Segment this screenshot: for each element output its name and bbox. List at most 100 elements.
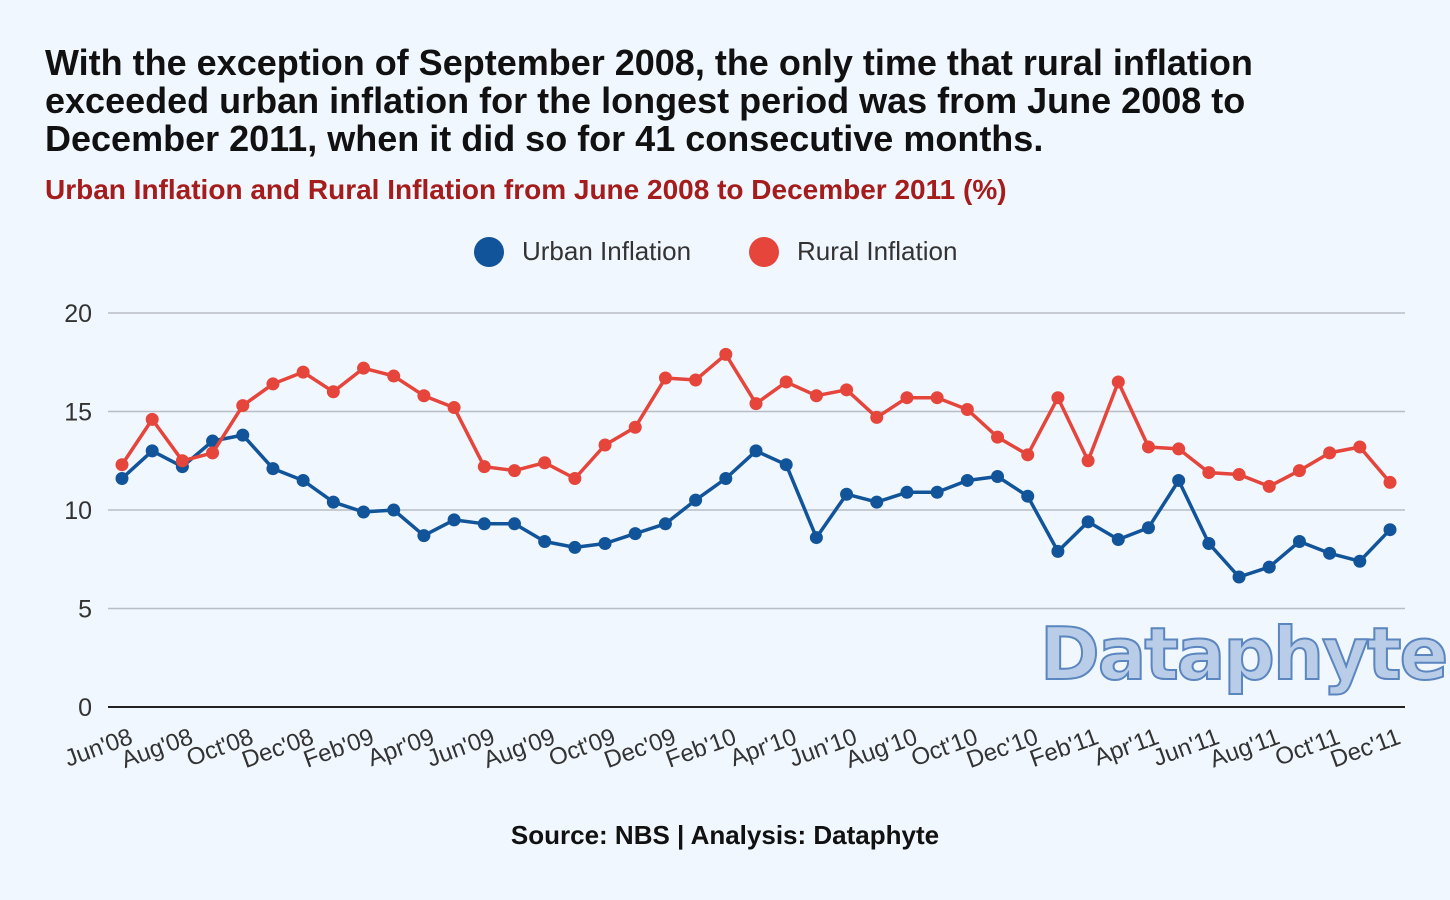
data-point-rural[interactable] xyxy=(236,399,250,413)
data-point-urban[interactable] xyxy=(145,444,159,458)
data-point-urban[interactable] xyxy=(538,535,552,549)
data-point-rural[interactable] xyxy=(749,397,763,411)
data-point-urban[interactable] xyxy=(628,527,642,541)
legend-marker-rural xyxy=(749,236,779,267)
data-point-rural[interactable] xyxy=(719,347,733,361)
data-point-urban[interactable] xyxy=(266,462,280,476)
data-point-rural[interactable] xyxy=(357,361,371,375)
data-point-urban[interactable] xyxy=(689,493,703,507)
data-point-rural[interactable] xyxy=(1051,391,1065,405)
data-point-urban[interactable] xyxy=(1323,546,1337,560)
data-point-urban[interactable] xyxy=(1172,473,1186,487)
data-point-urban[interactable] xyxy=(900,485,914,499)
source-note: Source: NBS | Analysis: Dataphyte xyxy=(510,820,940,850)
data-point-rural[interactable] xyxy=(296,365,310,379)
x-tick-label: Dec'11 xyxy=(1327,723,1404,773)
data-point-urban[interactable] xyxy=(930,485,944,499)
y-tick-label: 0 xyxy=(78,694,92,722)
data-point-rural[interactable] xyxy=(1021,448,1035,462)
data-point-urban[interactable] xyxy=(719,471,733,485)
data-point-urban[interactable] xyxy=(658,517,672,531)
data-point-rural[interactable] xyxy=(175,454,189,468)
y-tick-label: 10 xyxy=(64,497,92,525)
data-point-rural[interactable] xyxy=(689,373,703,387)
dataphyte-logo: Dataphyte xyxy=(1039,611,1449,697)
data-point-rural[interactable] xyxy=(1383,475,1397,489)
y-tick-label: 20 xyxy=(64,300,92,328)
data-point-rural[interactable] xyxy=(1292,464,1306,478)
data-point-urban[interactable] xyxy=(236,428,250,442)
data-point-rural[interactable] xyxy=(1081,454,1095,468)
data-point-rural[interactable] xyxy=(809,389,823,403)
data-point-urban[interactable] xyxy=(840,487,854,501)
gridlines xyxy=(108,312,1405,708)
data-point-rural[interactable] xyxy=(568,471,582,485)
data-point-urban[interactable] xyxy=(477,517,491,531)
data-point-urban[interactable] xyxy=(417,529,431,543)
data-point-urban[interactable] xyxy=(1202,536,1216,550)
series-group xyxy=(115,347,1397,584)
data-point-urban[interactable] xyxy=(296,473,310,487)
data-point-urban[interactable] xyxy=(598,536,612,550)
data-point-urban[interactable] xyxy=(1141,521,1155,535)
data-point-rural[interactable] xyxy=(538,456,552,470)
data-point-urban[interactable] xyxy=(1353,554,1367,568)
data-point-rural[interactable] xyxy=(991,430,1005,444)
data-point-rural[interactable] xyxy=(870,410,884,424)
data-point-rural[interactable] xyxy=(658,371,672,385)
data-point-rural[interactable] xyxy=(145,412,159,426)
data-point-urban[interactable] xyxy=(568,540,582,554)
y-axis: 0 5 10 15 20 xyxy=(64,300,92,722)
legend-marker-urban xyxy=(474,236,504,267)
data-point-urban[interactable] xyxy=(1081,515,1095,529)
data-point-rural[interactable] xyxy=(900,391,914,405)
data-point-urban[interactable] xyxy=(1262,560,1276,574)
data-point-urban[interactable] xyxy=(1383,523,1397,537)
data-point-urban[interactable] xyxy=(1111,533,1125,547)
data-point-rural[interactable] xyxy=(840,383,854,397)
data-point-rural[interactable] xyxy=(206,446,220,460)
data-point-rural[interactable] xyxy=(1172,442,1186,456)
data-point-rural[interactable] xyxy=(266,377,280,391)
data-point-urban[interactable] xyxy=(115,471,129,485)
data-point-urban[interactable] xyxy=(387,503,401,517)
data-point-urban[interactable] xyxy=(779,458,793,472)
data-point-rural[interactable] xyxy=(598,438,612,452)
data-point-urban[interactable] xyxy=(326,495,340,509)
data-point-urban[interactable] xyxy=(870,495,884,509)
data-point-rural[interactable] xyxy=(1202,466,1216,480)
data-point-urban[interactable] xyxy=(447,513,461,527)
data-point-urban[interactable] xyxy=(206,434,220,448)
legend-item-urban[interactable]: Urban Inflation xyxy=(474,236,691,267)
data-point-rural[interactable] xyxy=(1323,446,1337,460)
data-point-urban[interactable] xyxy=(749,444,763,458)
data-point-urban[interactable] xyxy=(1051,544,1065,558)
legend-item-rural[interactable]: Rural Inflation xyxy=(749,236,957,267)
data-point-rural[interactable] xyxy=(628,420,642,434)
data-point-rural[interactable] xyxy=(1111,375,1125,389)
legend: Urban Inflation Rural Inflation xyxy=(0,236,1450,270)
data-point-rural[interactable] xyxy=(1232,468,1246,482)
data-point-rural[interactable] xyxy=(447,401,461,415)
data-point-rural[interactable] xyxy=(1262,479,1276,493)
data-point-urban[interactable] xyxy=(960,473,974,487)
data-point-rural[interactable] xyxy=(417,389,431,403)
data-point-urban[interactable] xyxy=(507,517,521,531)
data-point-urban[interactable] xyxy=(809,531,823,545)
data-point-rural[interactable] xyxy=(115,458,129,472)
data-point-rural[interactable] xyxy=(477,460,491,474)
series-line-rural xyxy=(120,352,1392,489)
data-point-rural[interactable] xyxy=(326,385,340,399)
data-point-rural[interactable] xyxy=(387,369,401,383)
data-point-rural[interactable] xyxy=(1141,440,1155,454)
data-point-rural[interactable] xyxy=(960,403,974,417)
data-point-urban[interactable] xyxy=(1021,489,1035,503)
data-point-urban[interactable] xyxy=(991,470,1005,484)
data-point-rural[interactable] xyxy=(930,391,944,405)
data-point-rural[interactable] xyxy=(779,375,793,389)
data-point-rural[interactable] xyxy=(507,464,521,478)
data-point-rural[interactable] xyxy=(1353,440,1367,454)
data-point-urban[interactable] xyxy=(1292,535,1306,549)
data-point-urban[interactable] xyxy=(357,505,371,519)
data-point-urban[interactable] xyxy=(1232,570,1246,584)
